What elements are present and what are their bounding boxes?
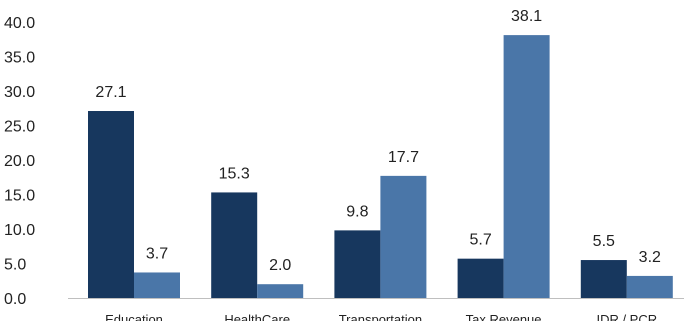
x-category-label: Education bbox=[105, 312, 163, 321]
bar-series-1 bbox=[334, 230, 381, 298]
x-category-label: Transportation bbox=[339, 312, 422, 321]
bar-series-2 bbox=[626, 275, 673, 298]
x-axis-categories: Education HealthCare Transportation Tax Rev… bbox=[105, 312, 657, 321]
bars bbox=[88, 35, 673, 299]
data-label: 3.2 bbox=[639, 249, 661, 266]
data-label: 5.7 bbox=[469, 232, 491, 249]
data-label: 3.7 bbox=[146, 245, 168, 262]
y-tick-label: 20.0 bbox=[4, 153, 35, 170]
bar-series-2 bbox=[134, 272, 180, 298]
bar-series-1 bbox=[457, 258, 504, 298]
bar-series-1 bbox=[580, 260, 627, 298]
data-label: 9.8 bbox=[346, 203, 368, 220]
x-category-label: IDR / PCR bbox=[596, 312, 657, 321]
bar-series-2 bbox=[380, 175, 427, 298]
bar-series-1 bbox=[88, 111, 134, 298]
y-tick-label: 15.0 bbox=[4, 188, 35, 205]
y-tick-label: 0.0 bbox=[4, 291, 26, 308]
bar-series-2 bbox=[503, 35, 550, 299]
y-axis-ticks: 0.0 5.0 10.0 15.0 20.0 25.0 30.0 35.0 40.0 bbox=[4, 15, 35, 308]
y-tick-label: 25.0 bbox=[4, 119, 35, 136]
bar-series-2 bbox=[257, 284, 304, 298]
y-tick-label: 5.0 bbox=[4, 257, 26, 274]
x-category-label: Tax Revenue bbox=[466, 312, 542, 321]
data-label: 15.3 bbox=[219, 165, 250, 182]
data-label: 38.1 bbox=[511, 8, 542, 25]
data-label: 27.1 bbox=[95, 84, 126, 101]
data-label: 17.7 bbox=[388, 149, 419, 166]
y-tick-label: 30.0 bbox=[4, 84, 35, 101]
y-tick-label: 40.0 bbox=[4, 15, 35, 32]
bar-series-1 bbox=[211, 192, 258, 298]
y-tick-label: 10.0 bbox=[4, 222, 35, 239]
x-category-label: HealthCare bbox=[224, 312, 290, 321]
data-label: 5.5 bbox=[593, 233, 615, 250]
data-label: 2.0 bbox=[269, 257, 291, 274]
y-tick-label: 35.0 bbox=[4, 50, 35, 67]
data-labels: 27.1 15.3 9.8 5.7 5.5 3.7 2.0 17.7 38.1 3.2 bbox=[95, 8, 661, 274]
